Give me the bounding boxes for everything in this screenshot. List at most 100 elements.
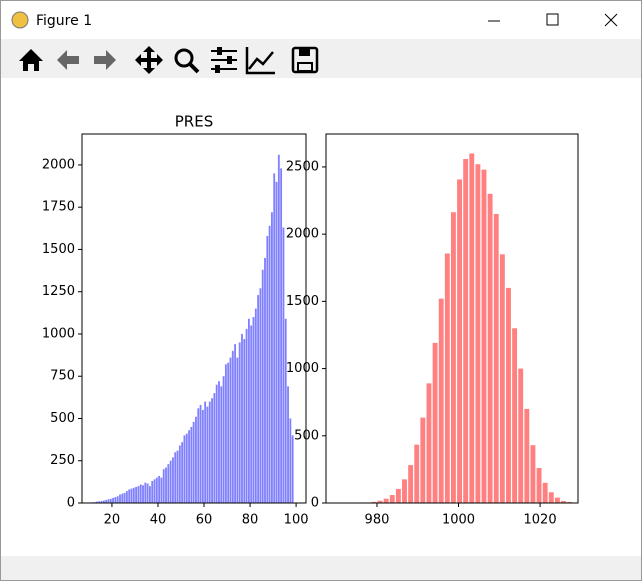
histogram-bar [208,401,211,503]
histogram-bar [137,486,140,503]
histogram-bar [518,368,524,503]
y-tick-label: 1500 [42,242,75,257]
histogram-bar [151,481,154,503]
home-button[interactable] [19,49,43,71]
histogram-bar [567,501,573,503]
y-tick-label: 500 [50,411,75,426]
histogram-bar [167,464,170,503]
histogram-bar [197,408,200,503]
histogram-bar [201,410,204,503]
histogram-bar [389,495,395,503]
maximize-button[interactable] [546,13,559,26]
histogram-bar [561,500,566,503]
histogram-bar [181,442,184,503]
histogram-bar [395,488,401,503]
histogram-bar [144,482,147,503]
histogram-bar [554,497,560,503]
histogram-bar [493,213,499,503]
histogram-bar [220,386,223,503]
y-tick-label: 1750 [42,200,75,215]
status-bar [1,556,641,580]
x-tick-label: 100 [284,513,309,528]
histogram-bar [289,418,292,503]
histogram-bar [432,342,438,503]
histogram-bar [123,492,126,503]
histogram-bar [420,417,426,503]
histogram-bar [231,350,234,503]
histogram-bar [112,497,114,503]
y-tick-label: 1000 [286,361,319,376]
histogram-bar [542,482,548,503]
histogram-bar [250,325,253,503]
y-tick-label: 750 [50,369,75,384]
histogram-bar [190,426,193,503]
histogram-bar [264,257,266,503]
histogram-bar [215,384,218,503]
histogram-bar [158,475,161,503]
histogram-bar [105,499,108,503]
histogram-bar [114,497,117,503]
customize-button[interactable] [245,47,275,75]
app-icon [11,11,29,29]
histogram-bar [426,383,432,503]
histogram-bar [284,318,287,503]
histogram-bar [383,498,389,503]
histogram-bar [245,328,248,503]
x-tick-label: 1020 [524,513,557,528]
back-button[interactable] [57,50,79,70]
x-tick-label: 60 [196,513,213,528]
histogram-bar [243,339,246,503]
histogram-bar [234,344,237,503]
histogram-bar [211,398,213,503]
histogram-bar [148,486,151,503]
close-button[interactable] [604,13,618,27]
histogram-bar [121,493,124,503]
histogram-bar [402,479,407,503]
histogram-bar [139,484,142,503]
x-tick-label: 40 [150,513,167,528]
histogram-bar [457,179,462,503]
histogram-bar [487,193,493,503]
histogram-bar [119,494,121,503]
histogram-bar [107,499,110,503]
y-tick-label: 500 [294,428,319,443]
y-tick-label: 2500 [286,159,319,174]
histogram-bar [229,357,232,503]
histogram-bar [160,477,163,503]
histogram-bar [481,169,487,503]
histogram-bar [162,469,165,503]
histogram-bar [282,227,285,503]
histogram-bar [506,287,511,503]
histogram-bar [146,483,149,503]
histogram-bar [195,416,197,503]
histogram-bar [548,492,554,503]
histogram-bar [259,288,262,503]
axes-frame [81,133,307,504]
histogram-bar [257,295,260,503]
histogram-bar [98,501,101,503]
forward-button[interactable] [94,50,116,70]
window-title: Figure 1 [36,13,92,29]
pan-button[interactable] [135,46,163,74]
histogram-bar [192,421,195,503]
zoom-button[interactable] [174,48,194,68]
axes-frame [325,133,579,504]
histogram-bar [222,376,225,503]
histogram-bar [132,487,135,503]
histogram-bar [277,154,280,503]
histogram-bar [183,435,186,503]
histogram-bar [135,486,138,503]
y-tick-label: 1250 [42,284,75,299]
histogram-bar [224,364,227,503]
histogram-bar [536,468,542,503]
histogram-bar [128,489,131,503]
x-tick-label: 980 [365,513,390,528]
x-tick-label: 80 [242,513,259,528]
histogram-bar [130,488,133,503]
histogram-bar [218,381,220,503]
histogram-bar [238,342,241,503]
histogram-bar [280,168,283,503]
histogram-bar [273,173,276,503]
